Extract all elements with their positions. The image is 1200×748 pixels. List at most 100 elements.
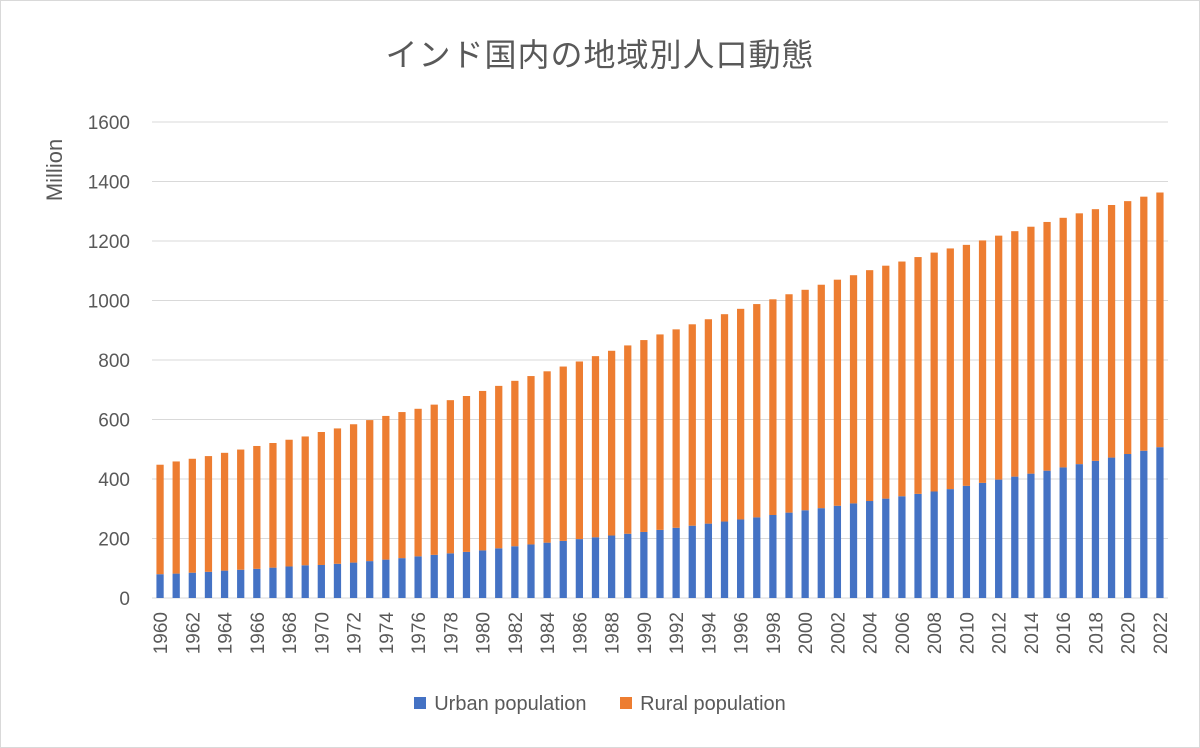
bar-urban bbox=[543, 542, 551, 598]
x-tick-label: 2022 bbox=[1151, 612, 1172, 654]
x-tick-label: 1962 bbox=[183, 612, 204, 654]
bar-urban bbox=[1011, 476, 1019, 598]
bar-urban bbox=[849, 503, 858, 598]
x-tick-label: 1966 bbox=[248, 612, 269, 654]
bar-rural bbox=[237, 449, 245, 570]
x-tick-label: 2012 bbox=[990, 612, 1011, 654]
bar-rural bbox=[1043, 221, 1051, 471]
bar-rural bbox=[769, 299, 777, 515]
bar-urban bbox=[785, 512, 793, 598]
x-tick-label: 1978 bbox=[441, 612, 462, 654]
x-axis-ticks: 1960 1962 1964 1966 1968 1970 1972 1974 1976 1978… bbox=[151, 612, 1172, 655]
bar-urban bbox=[930, 491, 938, 598]
y-tick-label: 800 bbox=[98, 351, 130, 372]
y-tick-label: 1000 bbox=[88, 292, 130, 313]
bar-rural bbox=[527, 376, 535, 545]
bar-rural bbox=[624, 345, 632, 534]
bar-rural bbox=[511, 380, 519, 547]
bar-urban bbox=[946, 489, 954, 598]
bar-urban bbox=[817, 508, 825, 598]
bar-rural bbox=[1027, 226, 1035, 474]
bar-rural bbox=[269, 443, 277, 568]
bar-rural bbox=[333, 428, 342, 564]
bar-rural bbox=[1140, 196, 1148, 451]
bar-urban bbox=[753, 517, 761, 598]
bar-rural bbox=[349, 424, 358, 563]
x-tick-label: 2008 bbox=[925, 612, 946, 654]
bar-urban bbox=[624, 533, 632, 598]
bar-urban bbox=[962, 485, 971, 598]
bar-rural bbox=[882, 265, 890, 499]
bar-rural bbox=[317, 432, 325, 565]
x-tick-label: 2020 bbox=[1119, 612, 1140, 654]
y-tick-label: 600 bbox=[98, 411, 130, 432]
bar-urban bbox=[446, 553, 454, 599]
x-tick-label: 1990 bbox=[635, 612, 656, 654]
x-tick-label: 1992 bbox=[667, 612, 688, 654]
bar-urban bbox=[527, 544, 535, 598]
bar-urban bbox=[220, 570, 229, 598]
bar-rural bbox=[898, 261, 906, 497]
bar-rural bbox=[995, 235, 1003, 480]
bar-rural bbox=[672, 329, 680, 528]
bar-urban bbox=[591, 537, 600, 598]
bar-rural bbox=[801, 289, 809, 511]
bar-urban bbox=[301, 565, 309, 598]
y-axis-label: Million bbox=[42, 139, 67, 201]
bar-rural bbox=[430, 404, 438, 555]
bar-urban bbox=[769, 515, 777, 598]
bar-urban bbox=[1027, 473, 1035, 598]
bar-rural bbox=[398, 412, 406, 559]
bar-rural bbox=[1156, 192, 1164, 448]
bar-rural bbox=[656, 334, 664, 530]
bars bbox=[156, 192, 1164, 599]
bar-rural bbox=[382, 415, 390, 560]
bar-rural bbox=[478, 390, 487, 551]
bar-urban bbox=[898, 496, 906, 598]
x-tick-label: 1996 bbox=[732, 612, 753, 654]
legend-item-rural: Rural population bbox=[620, 693, 786, 716]
bar-urban bbox=[1140, 450, 1148, 598]
y-tick-label: 1600 bbox=[88, 113, 130, 134]
bar-rural bbox=[188, 458, 196, 573]
bar-rural bbox=[849, 275, 858, 504]
bar-urban bbox=[995, 479, 1003, 598]
bar-rural bbox=[930, 252, 938, 492]
bar-urban bbox=[640, 531, 648, 598]
bar-urban bbox=[414, 556, 422, 598]
x-tick-label: 1994 bbox=[699, 612, 720, 655]
bar-urban bbox=[430, 554, 438, 598]
x-tick-label: 2018 bbox=[1086, 612, 1107, 654]
y-tick-label: 1200 bbox=[88, 232, 130, 253]
bar-urban bbox=[1156, 447, 1164, 598]
y-tick-label: 400 bbox=[98, 470, 130, 491]
x-tick-label: 1988 bbox=[603, 612, 624, 654]
bar-urban bbox=[398, 558, 406, 598]
x-tick-label: 1974 bbox=[377, 612, 398, 655]
bar-rural bbox=[285, 439, 293, 567]
legend-swatch-urban bbox=[414, 696, 427, 709]
x-tick-label: 1982 bbox=[506, 612, 527, 654]
bar-rural bbox=[688, 324, 696, 526]
bar-rural bbox=[753, 304, 761, 518]
legend-label-urban: Urban population bbox=[434, 693, 587, 715]
x-tick-label: 2014 bbox=[1022, 612, 1043, 655]
x-tick-label: 1970 bbox=[312, 612, 333, 654]
bar-rural bbox=[204, 456, 213, 572]
bar-urban bbox=[333, 563, 342, 598]
bar-urban bbox=[204, 571, 213, 598]
x-tick-label: 1960 bbox=[151, 612, 172, 654]
bar-urban bbox=[285, 566, 293, 598]
legend: Urban population Rural population bbox=[0, 693, 1200, 716]
bar-rural bbox=[1124, 201, 1132, 455]
bar-urban bbox=[188, 572, 196, 598]
bar-urban bbox=[366, 561, 374, 598]
bar-urban bbox=[317, 564, 325, 598]
bar-urban bbox=[495, 548, 503, 598]
x-tick-label: 1984 bbox=[538, 612, 559, 655]
x-tick-label: 1972 bbox=[345, 612, 366, 654]
bar-rural bbox=[914, 257, 922, 494]
bar-rural bbox=[301, 436, 309, 566]
bar-rural bbox=[817, 284, 825, 509]
